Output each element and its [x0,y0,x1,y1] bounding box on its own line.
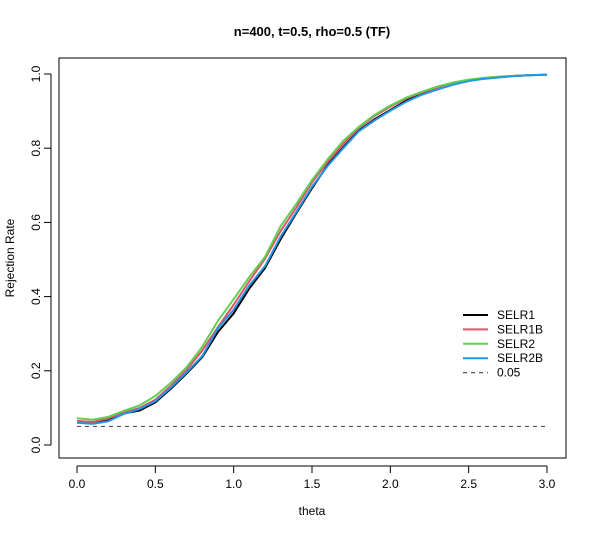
x-tick-label: 1.5 [304,477,321,491]
series-line-selr2 [76,73,548,421]
y-tick-label: 0.8 [29,140,43,157]
x-axis: 0.0 0.5 1.0 1.5 2.0 2.5 3.0 [69,465,556,491]
legend-label-selr2: SELR2 [497,337,535,351]
x-tick-label: 2.5 [460,477,477,491]
series-layer [76,73,548,425]
x-tick-label: 2.0 [382,477,399,491]
y-tick-label: 0.4 [29,288,43,305]
x-axis-label: theta [299,504,326,518]
plot-frame [58,57,567,459]
y-tick-label: 0.2 [29,362,43,379]
x-tick-label: 1.0 [225,477,242,491]
legend-label-selr1: SELR1 [497,308,535,322]
legend-label-reference: 0.05 [497,366,521,380]
x-tick-label: 3.0 [539,477,556,491]
series-line-selr1b [76,73,548,423]
y-tick-label: 0.6 [29,214,43,231]
series-line-selr1 [76,73,548,425]
series-line-selr2b [76,73,548,425]
y-axis: 0.0 0.2 0.4 0.6 0.8 1.0 [29,65,52,453]
x-tick-label: 0.0 [69,477,86,491]
x-tick-label: 0.5 [147,477,164,491]
legend-label-selr2b: SELR2B [497,351,543,365]
y-tick-label: 0.0 [29,436,43,453]
y-axis-label: Rejection Rate [3,218,17,297]
legend-label-selr1b: SELR1B [497,322,543,336]
y-tick-label: 1.0 [29,65,43,82]
chart-title: n=400, t=0.5, rho=0.5 (TF) [234,24,390,39]
